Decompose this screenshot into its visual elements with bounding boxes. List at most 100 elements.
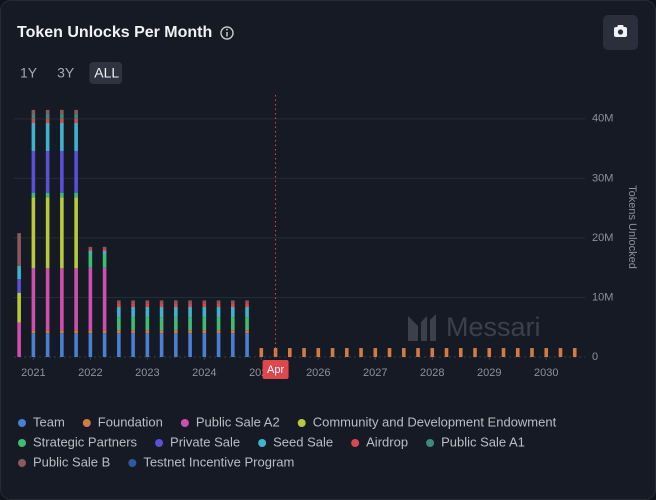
y-tick-label: 30M [592, 172, 613, 184]
bar-segment [188, 306, 192, 318]
watermark-logo [408, 316, 418, 341]
x-tick-label: 2022 [78, 367, 102, 379]
bar-segment [60, 122, 64, 151]
y-tick-label: 40M [592, 113, 613, 125]
x-tick-label: 2021 [21, 367, 45, 379]
bar-segment [202, 317, 207, 331]
camera-top [617, 25, 624, 28]
bar-segment [17, 233, 21, 266]
bar-segment [117, 303, 121, 307]
bar-segment [102, 248, 107, 252]
bar-segment [458, 348, 463, 357]
legend-label: Foundation [98, 414, 163, 429]
bar-segment [60, 150, 64, 193]
bar-segment [145, 306, 150, 318]
info-circle [220, 26, 234, 40]
range-tab[interactable]: 1Y [15, 62, 40, 84]
camera-button[interactable] [603, 15, 638, 50]
bar-segment [145, 330, 150, 334]
bar-segment [401, 348, 406, 357]
bar-segment [74, 268, 78, 331]
range-tab[interactable]: ALL [89, 62, 123, 84]
range-tab-label: ALL [94, 65, 119, 81]
bar-segment [473, 348, 477, 357]
legend-item[interactable]: Community and Development Endowment [297, 414, 557, 429]
bar-segment [174, 300, 178, 304]
bar-segment [31, 118, 36, 123]
legend-item[interactable]: Strategic Partners [18, 434, 138, 449]
bar-segment [45, 333, 50, 357]
bar-segment [131, 317, 135, 331]
bar-segment [216, 303, 221, 307]
bar-segment [231, 300, 235, 304]
bar-segment [60, 114, 64, 119]
legend-item[interactable]: Private Sale [155, 434, 240, 449]
bar-segment [74, 114, 78, 119]
range-tab-label: 3Y [57, 65, 75, 81]
bar-segment [216, 317, 221, 331]
bar-segment [60, 268, 64, 331]
bar-segment [202, 300, 207, 304]
bar-segment [31, 150, 36, 193]
y-tick-label: 10M [592, 291, 613, 303]
bar-segment [88, 251, 93, 254]
legend-item[interactable]: Seed Sale [258, 434, 333, 449]
bar-segment [131, 330, 135, 334]
legend-label: Private Sale [170, 434, 240, 449]
legend-item[interactable]: Airdrop [351, 434, 408, 449]
bar-segment [117, 306, 121, 318]
bar-segment [145, 300, 150, 304]
bar-segment [145, 303, 150, 307]
bar-segment [74, 118, 78, 123]
bar-segment [60, 109, 64, 115]
bar-segment [245, 330, 249, 334]
camera-lens [617, 29, 624, 35]
bar-segment [45, 268, 50, 331]
legend-item[interactable]: Public Sale B [18, 454, 110, 469]
bar-segment [159, 317, 164, 331]
legend-label: Public Sale A2 [196, 414, 280, 429]
bar-segment [45, 192, 50, 198]
bar-segment [102, 253, 107, 268]
bar-segment [102, 333, 107, 357]
bar-segment [17, 292, 21, 323]
bar-segment [17, 278, 21, 293]
bar-segment [45, 150, 50, 193]
x-tick-label: 2029 [477, 367, 501, 379]
bar-segment [102, 330, 107, 334]
bar-segment [31, 330, 36, 334]
bar-segment [74, 122, 78, 151]
bar-segment [45, 197, 50, 269]
bar-segment [31, 197, 36, 269]
range-tab-label: 1Y [20, 65, 38, 81]
x-tick-label: 2028 [420, 367, 444, 379]
watermark-text: Messari [446, 312, 541, 342]
bar-segment [31, 192, 36, 198]
bar-segment [31, 122, 36, 151]
legend-item[interactable]: Team [18, 414, 65, 429]
bar-segment [515, 348, 520, 357]
bar-segment [60, 330, 64, 334]
legend-label: Strategic Partners [33, 434, 138, 449]
legend-item[interactable]: Testnet Incentive Program [128, 454, 294, 469]
legend-swatch [18, 459, 26, 467]
legend-swatch [297, 419, 306, 427]
bar-segment [131, 303, 135, 307]
legend-item[interactable]: Public Sale A1 [426, 434, 525, 449]
bar-segment [88, 248, 93, 252]
bar-segment [131, 333, 135, 357]
bar-segment [501, 348, 506, 357]
legend-item[interactable]: Foundation [82, 414, 163, 429]
bar-segment [45, 109, 50, 115]
watermark-logo [421, 316, 427, 341]
legend-label: Public Sale B [33, 454, 110, 469]
legend-item[interactable]: Public Sale A2 [180, 414, 280, 429]
info-icon[interactable] [220, 26, 234, 40]
bar-segment [387, 348, 392, 357]
bar-segment [159, 330, 164, 334]
range-tab[interactable]: 3Y [52, 62, 77, 84]
legend-swatch [82, 419, 91, 427]
bar-segment [202, 333, 207, 357]
